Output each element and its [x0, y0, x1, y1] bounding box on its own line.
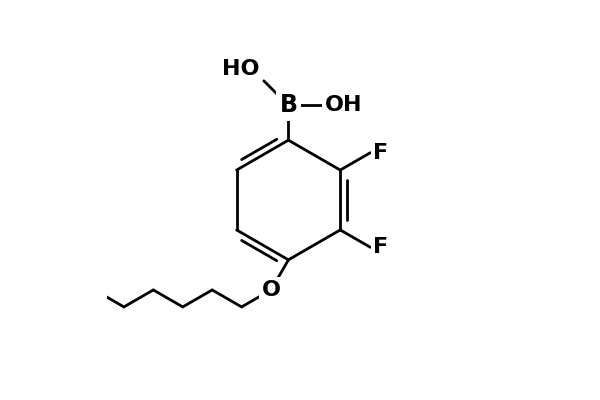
- Text: F: F: [373, 237, 389, 257]
- Text: O: O: [262, 280, 281, 300]
- Text: F: F: [373, 143, 389, 163]
- Text: B: B: [280, 94, 298, 118]
- Text: HO: HO: [223, 59, 260, 79]
- Text: OH: OH: [325, 96, 362, 116]
